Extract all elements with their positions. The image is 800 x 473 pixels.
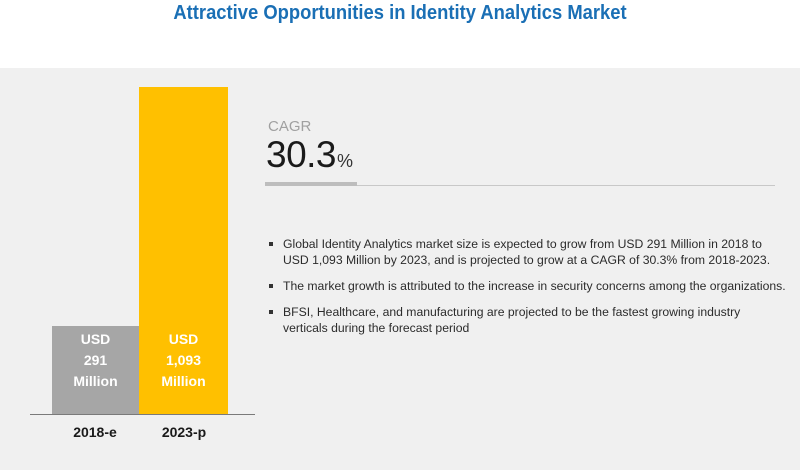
cagr-divider-accent (265, 182, 357, 186)
key-point: BFSI, Healthcare, and manufacturing are … (268, 304, 788, 336)
key-point: The market growth is attributed to the i… (268, 278, 788, 294)
x-axis-line (30, 414, 255, 415)
x-tick-2023: 2023-p (161, 424, 207, 440)
cagr-label: CAGR (268, 118, 312, 135)
key-point: Global Identity Analytics market size is… (268, 236, 788, 268)
bullet-square-icon (269, 284, 273, 288)
chart-title: Attractive Opportunities in Identity Ana… (173, 2, 627, 24)
bar-2018: USD 291 Million (52, 326, 139, 414)
cagr-divider (265, 185, 775, 186)
bullet-square-icon (269, 242, 273, 246)
bar-2023: USD 1,093 Million (139, 87, 228, 414)
bullet-square-icon (269, 310, 273, 314)
bar-2018-label: USD 291 Million (73, 331, 118, 389)
x-tick-2018: 2018-e (73, 424, 117, 440)
key-points-list: Global Identity Analytics market size is… (268, 236, 788, 346)
cagr-unit: % (337, 151, 353, 171)
bar-2023-label: USD 1,093 Million (161, 331, 206, 389)
cagr-value: 30.3% (266, 134, 353, 175)
